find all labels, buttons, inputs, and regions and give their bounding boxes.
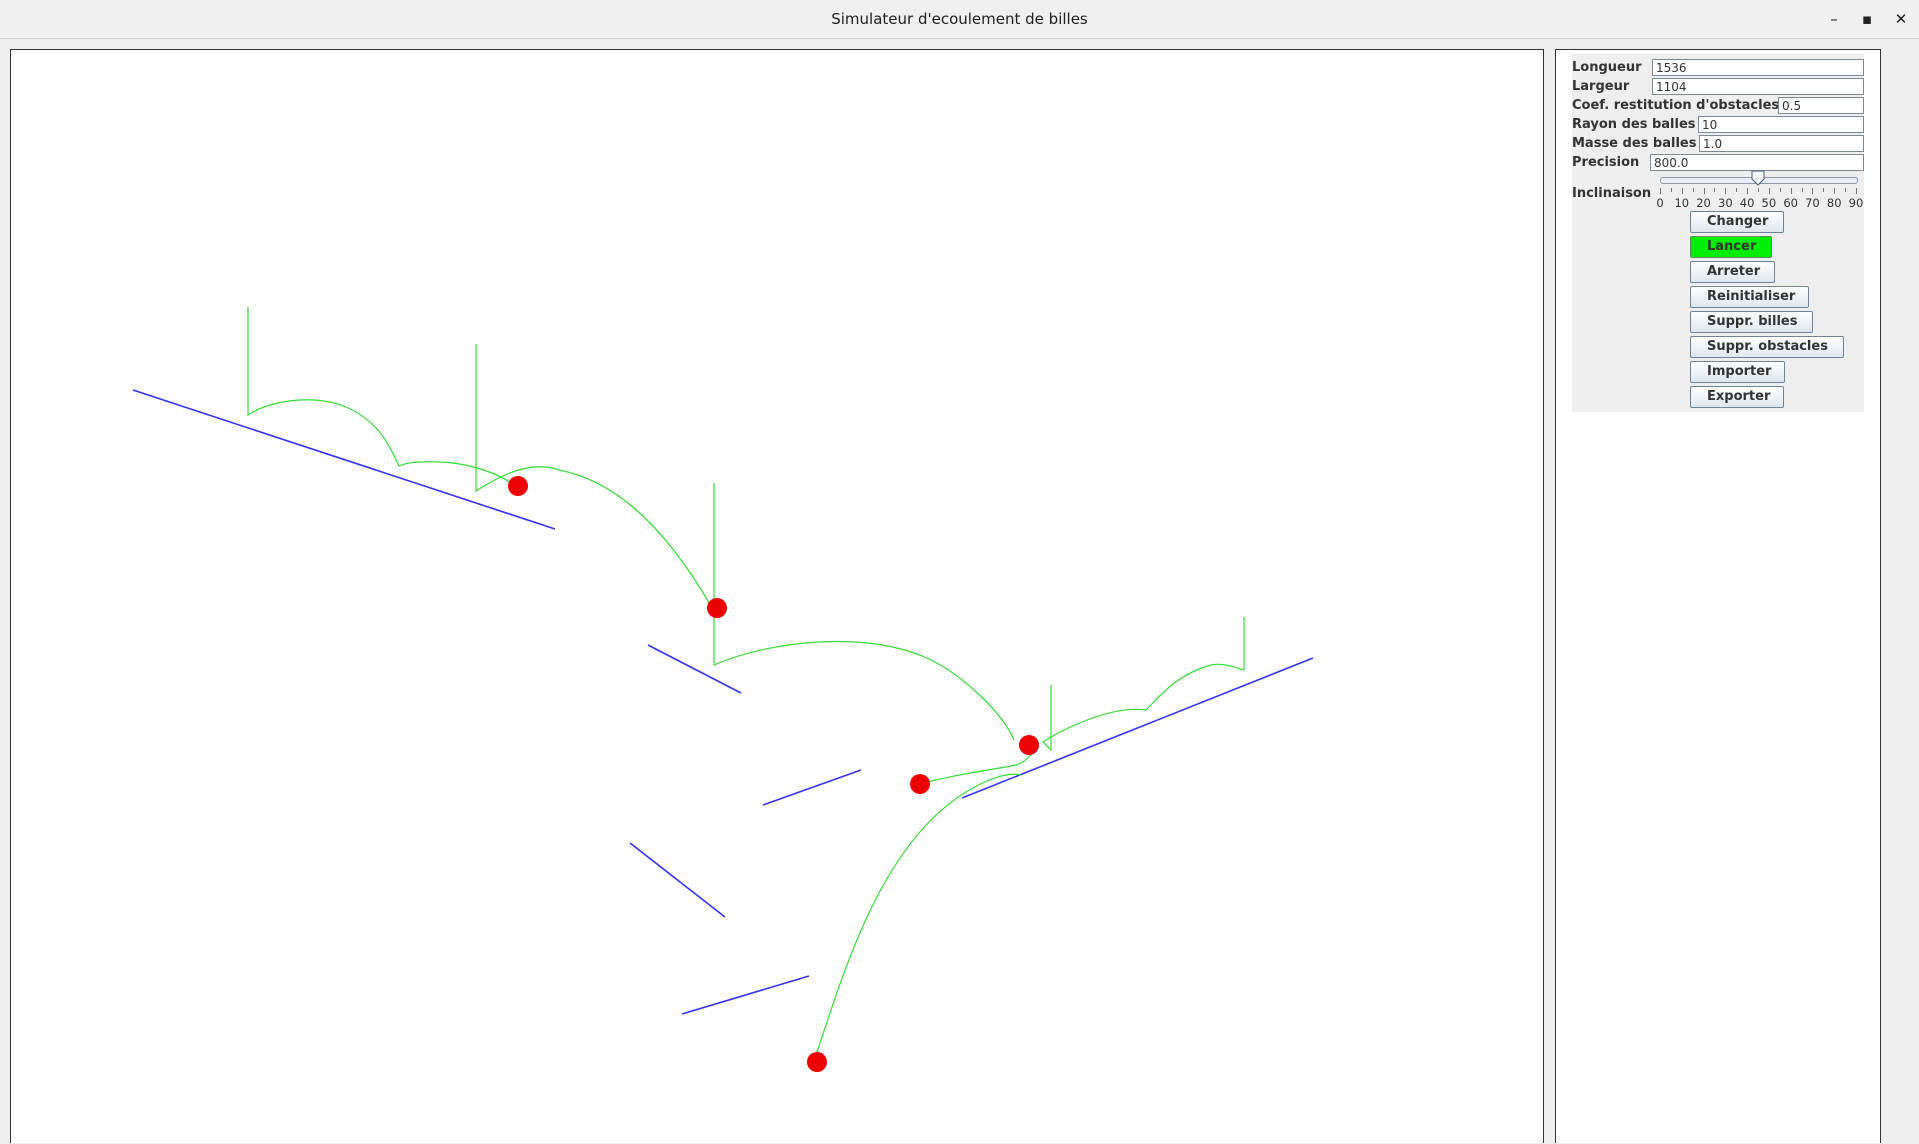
window-title: Simulateur d'ecoulement de billes: [831, 10, 1088, 28]
trajectory: [475, 344, 712, 607]
suppr-billes-button[interactable]: Suppr. billes: [1690, 311, 1813, 333]
restitution-input[interactable]: [1778, 97, 1864, 114]
arreter-button[interactable]: Arreter: [1690, 261, 1775, 283]
slider-tick: [1779, 188, 1781, 192]
control-panel: Longueur Largeur Coef. restitution d'obs…: [1555, 49, 1881, 1143]
reinitialiser-button[interactable]: Reinitialiser: [1690, 286, 1809, 308]
masse-input[interactable]: [1699, 135, 1864, 152]
slider-tick: [1790, 188, 1792, 194]
ball[interactable]: [508, 476, 528, 496]
slider-tick: [1714, 188, 1716, 192]
largeur-input[interactable]: [1652, 78, 1864, 95]
exporter-button[interactable]: Exporter: [1690, 386, 1784, 408]
trajectory: [247, 307, 517, 489]
minimize-icon[interactable]: –: [1830, 10, 1838, 28]
slider-tick: [1834, 188, 1836, 194]
suppr-obstacles-button[interactable]: Suppr. obstacles: [1690, 336, 1844, 358]
slider-tick-label: 0: [1656, 196, 1664, 210]
slider-tick-label: 40: [1739, 196, 1755, 210]
obstacle[interactable]: [629, 842, 726, 918]
ball[interactable]: [1019, 735, 1039, 755]
slider-tick-label: 60: [1783, 196, 1798, 210]
slider-tick: [1692, 188, 1694, 192]
slider-tick: [1660, 188, 1661, 194]
ball[interactable]: [807, 1052, 827, 1072]
masse-label: Masse des balles: [1572, 136, 1697, 151]
ball[interactable]: [707, 598, 727, 618]
obstacle[interactable]: [647, 644, 742, 694]
inclinaison-label: Inclinaison: [1572, 186, 1652, 201]
rayon-input[interactable]: [1698, 116, 1864, 133]
slider-tick: [1736, 188, 1738, 192]
simulation-canvas[interactable]: [10, 49, 1544, 1143]
restitution-label: Coef. restitution d'obstacles: [1572, 98, 1780, 113]
slider-tick-label: 80: [1826, 196, 1842, 210]
slider-tick: [1856, 188, 1857, 194]
trajectory: [815, 773, 1022, 1056]
obstacle[interactable]: [762, 769, 862, 806]
obstacle[interactable]: [132, 389, 556, 530]
slider-tick: [1681, 188, 1683, 194]
slider-tick: [1670, 188, 1672, 192]
longueur-input[interactable]: [1652, 59, 1864, 76]
slider-tick: [1703, 188, 1705, 194]
inclinaison-slider[interactable]: 0 10 20 30 40 50 60 70 80 90: [1656, 170, 1864, 210]
slider-tick: [1812, 188, 1814, 194]
slider-tick: [1801, 188, 1803, 192]
changer-button[interactable]: Changer: [1690, 211, 1784, 233]
precision-label: Precision: [1572, 155, 1640, 170]
lancer-button[interactable]: Lancer: [1690, 236, 1772, 258]
slider-tick-label: 90: [1848, 196, 1864, 210]
slider-tick-label: 10: [1674, 196, 1690, 210]
slider-tick: [1845, 188, 1847, 192]
longueur-label: Longueur: [1572, 60, 1642, 75]
slider-tick-label: 30: [1718, 196, 1733, 210]
ball[interactable]: [910, 774, 930, 794]
settings-form: Longueur Largeur Coef. restitution d'obs…: [1572, 54, 1864, 412]
slider-tick: [1758, 188, 1759, 192]
close-icon[interactable]: ✕: [1894, 10, 1908, 28]
trajectory: [920, 747, 1037, 785]
title-bar: Simulateur d'ecoulement de billes – ▪ ✕: [0, 0, 1919, 39]
slider-ticks: [1660, 188, 1860, 196]
largeur-label: Largeur: [1572, 79, 1630, 94]
slider-tick-label: 20: [1696, 196, 1711, 210]
obstacle[interactable]: [961, 657, 1314, 799]
maximize-icon[interactable]: ▪: [1861, 10, 1873, 28]
slider-thumb[interactable]: [1751, 170, 1765, 186]
slider-tick: [1823, 188, 1825, 192]
slider-tick: [1747, 188, 1749, 194]
trajectory: [1042, 617, 1245, 752]
slider-tick-label: 70: [1805, 196, 1820, 210]
obstacle[interactable]: [681, 975, 810, 1015]
slider-tick-label: 50: [1761, 196, 1777, 210]
importer-button[interactable]: Importer: [1690, 361, 1785, 383]
slider-tick: [1768, 188, 1770, 194]
rayon-label: Rayon des balles: [1572, 117, 1696, 132]
simulation-drawing: [132, 307, 1314, 1072]
trajectory: [713, 483, 1015, 741]
slider-tick: [1725, 188, 1727, 194]
precision-input[interactable]: [1650, 154, 1864, 171]
